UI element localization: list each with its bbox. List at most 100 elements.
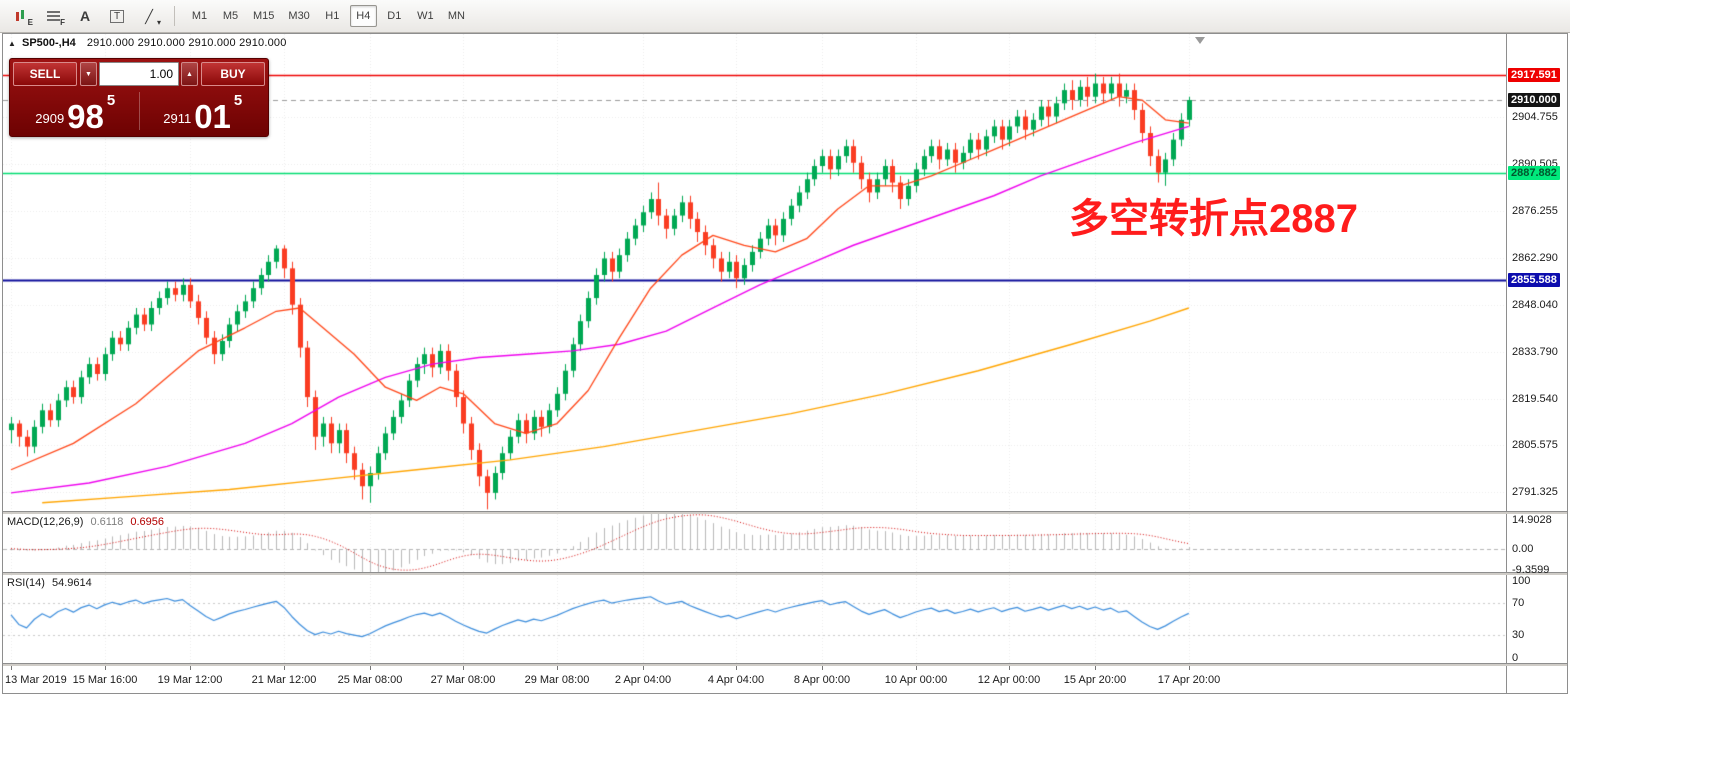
chart-title: SP500-,H4 xyxy=(21,37,76,49)
toolbar-separator xyxy=(174,6,175,26)
bid-big-digits: 98 xyxy=(67,97,104,135)
time-axis-tick xyxy=(643,666,644,670)
pane-divider[interactable] xyxy=(3,572,1567,575)
bid-pip-digit: 5 xyxy=(106,92,116,109)
time-axis-tick xyxy=(105,666,106,670)
time-axis-label: 17 Apr 20:00 xyxy=(1157,674,1221,686)
profile-bars-icon-glyph xyxy=(46,10,60,22)
resistance-line-price-badge: 2917.591 xyxy=(1508,67,1560,82)
bid-prefix: 2909 xyxy=(35,111,65,126)
pane-divider[interactable] xyxy=(3,511,1567,514)
profile-bars-icon[interactable]: F xyxy=(38,3,68,29)
text-label-icon[interactable]: A xyxy=(70,3,100,29)
macd-canvas xyxy=(3,514,1506,572)
volume-input[interactable] xyxy=(99,62,179,86)
rsi-axis: 100 70 30 0 xyxy=(1507,575,1567,664)
time-axis-label: 12 Apr 00:00 xyxy=(977,674,1041,686)
support-line-price-badge: 2855.588 xyxy=(1508,272,1560,287)
chart-window-icon[interactable]: E xyxy=(6,3,36,29)
trade-panel-prices: 2909 98 5 2911 01 5 xyxy=(13,89,265,133)
toolbar-icon-group: E F A T ╱ ▾ xyxy=(6,3,164,29)
macd-axis-label: 14.9028 xyxy=(1512,514,1552,526)
timeframe-mn-button[interactable]: MN xyxy=(443,5,470,27)
timeframe-button-group: M1 M5 M15 M30 H1 H4 D1 W1 MN xyxy=(185,5,471,27)
rsi-axis-label: 70 xyxy=(1512,596,1525,609)
time-axis-label: 21 Mar 12:00 xyxy=(251,674,317,686)
macd-pane: MACD(12,26,9) 0.6118 0.6956 14.9028 0.00 -… xyxy=(3,514,1567,576)
time-axis-corner xyxy=(1507,666,1567,693)
time-axis-tick xyxy=(1095,666,1096,670)
timeframe-w1-button[interactable]: W1 xyxy=(412,5,439,27)
rsi-plot: RSI(14) 54.9614 xyxy=(3,575,1507,663)
rsi-axis-label: 0 xyxy=(1512,652,1519,664)
sell-button[interactable]: SELL xyxy=(13,62,77,86)
timeframe-d1-button[interactable]: D1 xyxy=(381,5,408,27)
chart-ohlc-values: 2910.000 2910.000 2910.000 2910.000 xyxy=(86,37,287,49)
ask-pip-digit: 5 xyxy=(233,92,243,109)
rsi-name: RSI(14) xyxy=(7,577,45,589)
time-axis-tick xyxy=(736,666,737,670)
macd-axis-label: 0.00 xyxy=(1512,542,1534,555)
time-axis-label: 19 Mar 12:00 xyxy=(157,674,223,686)
time-axis-tick xyxy=(916,666,917,670)
price-axis-label: 2819.540 xyxy=(1512,392,1558,405)
ask-price[interactable]: 2911 01 5 xyxy=(141,89,266,133)
chart-shift-marker-icon[interactable] xyxy=(1195,37,1205,44)
timeframe-h1-button[interactable]: H1 xyxy=(319,5,346,27)
time-axis-tick xyxy=(557,666,558,670)
price-axis-label: 2904.755 xyxy=(1512,111,1558,124)
volume-increase-button[interactable]: ▲ xyxy=(181,62,198,86)
pivot-line-price-badge: 2887.882 xyxy=(1508,166,1560,181)
time-axis-label: 4 Apr 04:00 xyxy=(707,674,765,686)
time-axis-tick xyxy=(1189,666,1190,670)
time-axis-label: 15 Mar 16:00 xyxy=(72,674,138,686)
time-axis-tick xyxy=(284,666,285,670)
timeframe-m30-button[interactable]: M30 xyxy=(283,5,314,27)
timeframe-m5-button[interactable]: M5 xyxy=(217,5,244,27)
time-axis[interactable]: 13 Mar 2019 15 Mar 16:00 19 Mar 12:00 21 Ma… xyxy=(3,666,1567,693)
time-axis-tick xyxy=(463,666,464,670)
ask-big-digits: 01 xyxy=(194,97,231,135)
price-axis-label: 2848.040 xyxy=(1512,298,1558,311)
time-axis-label: 29 Mar 08:00 xyxy=(524,674,590,686)
rsi-axis-label: 100 xyxy=(1512,575,1531,587)
time-axis-tick xyxy=(822,666,823,670)
draw-tools-icon-glyph: ╱ xyxy=(145,8,153,24)
time-axis-label: 25 Mar 08:00 xyxy=(337,674,403,686)
time-axis-tick xyxy=(11,666,12,670)
price-axis-label: 2805.575 xyxy=(1512,438,1558,451)
timeframe-h4-button[interactable]: H4 xyxy=(349,5,377,27)
time-axis-label: 10 Apr 00:00 xyxy=(884,674,948,686)
main-chart-pane: ▲ SP500-,H4 2910.000 2910.000 2910.000 2… xyxy=(3,34,1567,511)
one-click-trading-panel: SELL ▼ ▲ BUY 2909 98 5 xyxy=(9,58,269,137)
time-axis-tick xyxy=(1009,666,1010,670)
time-axis-tick xyxy=(190,666,191,670)
macd-name: MACD(12,26,9) xyxy=(7,516,84,528)
text-box-icon-glyph: T xyxy=(109,9,125,23)
macd-main-value: 0.6118 xyxy=(90,516,124,528)
time-axis-label: 8 Apr 00:00 xyxy=(793,674,851,686)
bid-price[interactable]: 2909 98 5 xyxy=(13,89,138,133)
draw-tools-icon-badge: ▾ xyxy=(156,18,161,27)
macd-axis: 14.9028 0.00 -9.3599 xyxy=(1507,514,1567,576)
chart-header: ▲ SP500-,H4 2910.000 2910.000 2910.000 2… xyxy=(8,37,287,49)
trade-panel-controls: SELL ▼ ▲ BUY xyxy=(13,62,265,86)
timeframe-m1-button[interactable]: M1 xyxy=(186,5,213,27)
draw-tools-icon[interactable]: ╱ ▾ xyxy=(134,3,164,29)
time-axis-label: 2 Apr 04:00 xyxy=(614,674,672,686)
buy-button[interactable]: BUY xyxy=(201,62,265,86)
time-axis-tick xyxy=(370,666,371,670)
timeframe-m15-button[interactable]: M15 xyxy=(248,5,279,27)
time-axis-label: 27 Mar 08:00 xyxy=(430,674,496,686)
instrument-arrow-icon: ▲ xyxy=(8,39,16,48)
text-label-icon-glyph: A xyxy=(79,8,91,24)
text-box-icon[interactable]: T xyxy=(102,3,132,29)
caret-down-icon: ▼ xyxy=(85,70,92,78)
price-axis-label: 2876.255 xyxy=(1512,205,1558,218)
price-axis-label: 2833.790 xyxy=(1512,345,1558,358)
rsi-canvas xyxy=(3,575,1506,663)
volume-decrease-button[interactable]: ▼ xyxy=(80,62,97,86)
time-axis-labels: 13 Mar 2019 15 Mar 16:00 19 Mar 12:00 21 Ma… xyxy=(3,666,1507,693)
rsi-label: RSI(14) 54.9614 xyxy=(7,577,96,589)
pane-divider[interactable] xyxy=(3,663,1567,666)
